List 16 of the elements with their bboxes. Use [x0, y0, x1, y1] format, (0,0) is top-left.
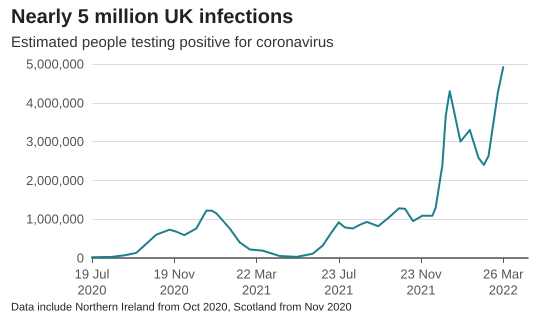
line-series: [91, 66, 504, 258]
x-tick-label: 23 Jul 2021: [321, 266, 356, 298]
x-tick-label: 19 Jul 2020: [74, 266, 110, 298]
y-tick-label: 4,000,000: [26, 95, 84, 110]
x-tick-label: 23 Nov 2021: [400, 266, 442, 298]
y-tick-label: 0: [76, 250, 84, 266]
x-tick-label: 26 Mar 2022: [483, 266, 524, 298]
chart-subtitle: Estimated people testing positive for coronavirus: [11, 34, 334, 51]
x-tick-label: 19 Nov 2020: [154, 266, 196, 298]
y-tick-label: 2,000,000: [26, 172, 84, 188]
y-tick-label: 1,000,000: [26, 212, 84, 227]
text: Data include Northern Ireland from Oct 2020, Scotland from Nov 2020: [11, 302, 352, 314]
y-tick-label: 3,000,000: [26, 134, 84, 150]
chart-title: Nearly 5 million UK infections: [11, 6, 294, 28]
x-tick-label: 22 Mar 2021: [236, 266, 278, 298]
y-tick-label: 5,000,000: [26, 56, 84, 72]
